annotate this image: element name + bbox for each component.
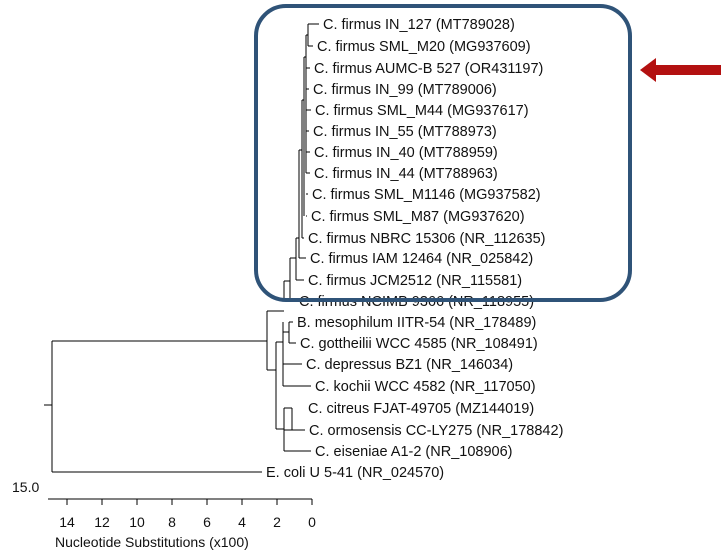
axis-tick-label: 10 [129,514,145,530]
taxon-label: C. firmus JCM2512 (NR_115581) [308,273,522,289]
axis-tick-label: 14 [59,514,75,530]
taxon-label: C. firmus AUMC-B 527 (OR431197) [314,61,543,77]
highlight-arrow [640,58,721,82]
taxon-label: C. ormosensis CC-LY275 (NR_178842) [309,423,563,439]
taxon-label: C. firmus IN_99 (MT789006) [313,82,497,98]
axis-tick-label: 0 [308,514,316,530]
taxon-label: E. coli U 5-41 (NR_024570) [266,465,444,481]
taxon-label: C. depressus BZ1 (NR_146034) [306,357,513,373]
axis-tick-label: 8 [168,514,176,530]
axis-tick-label: 4 [238,514,246,530]
taxon-label: C. eiseniae A1-2 (NR_108906) [315,444,512,460]
taxon-label: B. mesophilum IITR-54 (NR_178489) [297,315,536,331]
scale-label: 15.0 [12,479,39,495]
taxon-label: C. firmus IAM 12464 (NR_025842) [310,251,533,267]
taxon-label: C. kochii WCC 4582 (NR_117050) [315,379,536,395]
taxon-label: C. firmus IN_40 (MT788959) [314,145,498,161]
axis-tick-label: 12 [94,514,110,530]
axis-tick-label: 6 [203,514,211,530]
taxon-labels: C. firmus IN_127 (MT789028) C. firmus SML… [266,17,563,481]
taxon-label: C. firmus IN_44 (MT788963) [314,166,498,182]
axis-label: Nucleotide Substitutions (x100) [55,534,249,550]
taxon-label: C. firmus NBRC 15306 (NR_112635) [308,231,545,247]
arrow-head [640,58,656,82]
axis-ticks: 14 12 10 8 6 4 2 0 [59,499,316,530]
tree-branches [44,23,319,473]
taxon-label: C. firmus SML_M87 (MG937620) [311,209,525,225]
taxon-label: C. firmus SML_M44 (MG937617) [315,103,529,119]
arrow-shaft [652,65,721,75]
taxon-label: C. citreus FJAT-49705 (MZ144019) [308,401,534,417]
taxon-label: C. firmus IN_127 (MT789028) [323,17,515,33]
axis-tick-label: 2 [273,514,281,530]
taxon-label: C. firmus IN_55 (MT788973) [313,124,497,140]
taxon-label: C. firmus SML_M20 (MG937609) [317,39,531,55]
highlight-box [254,4,632,302]
taxon-label: C. gottheilii WCC 4585 (NR_108491) [300,336,538,352]
taxon-label: C. firmus SML_M1146 (MG937582) [312,187,541,203]
